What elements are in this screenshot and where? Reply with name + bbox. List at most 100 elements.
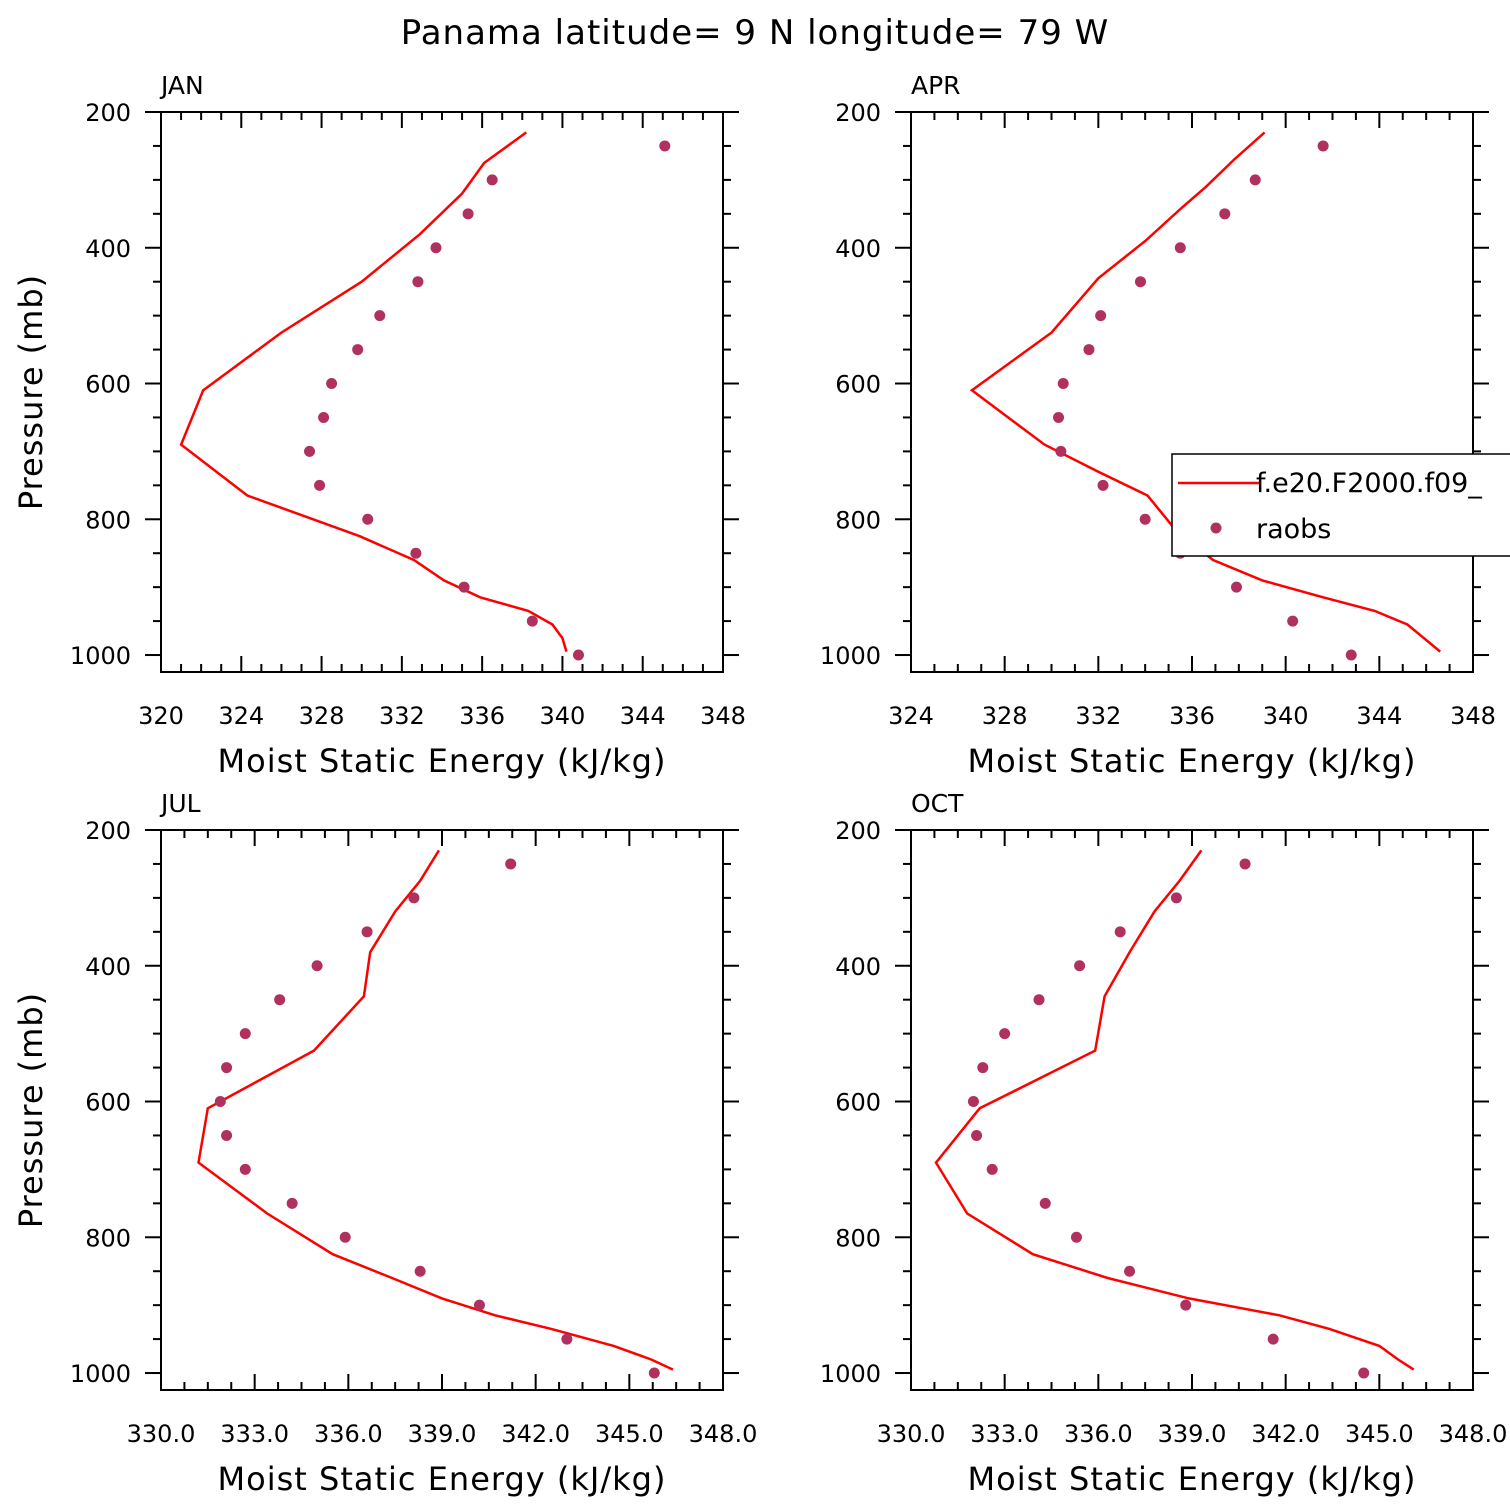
obs-point <box>486 174 498 186</box>
y-tick-label: 200 <box>835 817 881 845</box>
obs-point <box>1358 1367 1370 1379</box>
x-tick-label: 330.0 <box>877 1420 946 1448</box>
x-tick-label: 328 <box>982 702 1028 730</box>
panel-title: APR <box>911 71 961 100</box>
x-tick-label: 340 <box>1263 702 1309 730</box>
obs-point <box>304 445 316 457</box>
y-tick-label: 800 <box>835 1224 881 1252</box>
y-tick-label: 1000 <box>820 1360 881 1388</box>
y-tick-label: 400 <box>85 953 131 981</box>
obs-point <box>326 378 338 390</box>
plot-data <box>197 849 674 1379</box>
obs-point <box>977 1062 989 1074</box>
x-tick-label: 336.0 <box>314 1420 383 1448</box>
y-tick-label: 600 <box>835 1089 881 1117</box>
y-tick-label: 800 <box>835 506 881 534</box>
plot-data <box>969 131 1441 661</box>
legend-entry-obs: raobs <box>1256 514 1331 545</box>
obs-point <box>221 1062 233 1074</box>
obs-point <box>361 926 373 938</box>
obs-point <box>1083 344 1095 356</box>
obs-point <box>473 1299 485 1311</box>
obs-point <box>311 960 323 972</box>
plot-data <box>934 849 1415 1379</box>
obs-point <box>1033 994 1045 1006</box>
obs-point <box>572 649 584 661</box>
obs-point <box>318 411 330 423</box>
x-tick-label: 324 <box>888 702 934 730</box>
x-tick-label: 348 <box>700 702 746 730</box>
x-tick-label: 336 <box>1169 702 1215 730</box>
x-tick-label: 342.0 <box>501 1420 570 1448</box>
x-tick-label: 339.0 <box>408 1420 477 1448</box>
obs-point <box>1097 479 1109 491</box>
x-tick-label: 324 <box>218 702 264 730</box>
obs-point <box>374 310 386 322</box>
panel-title: OCT <box>911 789 964 818</box>
y-tick-label: 600 <box>85 371 131 399</box>
y-tick-label: 200 <box>835 99 881 127</box>
x-tick-label: 332 <box>379 702 425 730</box>
y-tick-label: 1000 <box>70 1360 131 1388</box>
obs-point <box>1219 208 1231 220</box>
y-tick-label: 600 <box>835 371 881 399</box>
obs-point <box>239 1163 251 1175</box>
x-tick-label: 342.0 <box>1251 1420 1320 1448</box>
obs-point <box>352 344 364 356</box>
x-tick-label: 336.0 <box>1064 1420 1133 1448</box>
x-tick-label: 344 <box>1356 702 1402 730</box>
legend-entry-model: f.e20.F2000.f09_ <box>1256 468 1482 499</box>
obs-point <box>239 1028 251 1040</box>
y-tick-label: 1000 <box>820 642 881 670</box>
obs-point <box>1057 378 1069 390</box>
x-tick-label: 332 <box>1075 702 1121 730</box>
plot-frame <box>160 111 724 673</box>
obs-point <box>986 1163 998 1175</box>
obs-point <box>412 276 424 288</box>
obs-point <box>967 1096 979 1108</box>
obs-point <box>1180 1299 1192 1311</box>
legend-box <box>1171 453 1510 557</box>
panel-title: JAN <box>159 71 204 100</box>
obs-point <box>1095 310 1107 322</box>
obs-point <box>1317 140 1329 152</box>
obs-point <box>1170 892 1182 904</box>
figure-title: Panama latitude= 9 N longitude= 79 W <box>401 13 1110 53</box>
obs-point <box>1124 1265 1136 1277</box>
panel-oct: OCT 330.0 333.0 336.0 339.0 342.0 345.0 348.0 20… <box>820 789 1507 1498</box>
obs-point <box>274 994 286 1006</box>
obs-point <box>410 547 422 559</box>
obs-point <box>999 1028 1011 1040</box>
x-tick-label: 333.0 <box>970 1420 1039 1448</box>
obs-point <box>430 242 442 254</box>
obs-point <box>408 892 420 904</box>
series-line-model <box>179 131 568 652</box>
x-tick-label: 348.0 <box>689 1420 758 1448</box>
obs-point <box>414 1265 426 1277</box>
obs-point <box>1239 858 1251 870</box>
y-tick-label: 1000 <box>70 642 131 670</box>
plot-frame <box>910 111 1474 673</box>
y-tick-label: 800 <box>85 506 131 534</box>
x-axis-label: Moist Static Energy (kJ/kg) <box>968 742 1417 780</box>
obs-point <box>1287 615 1299 627</box>
x-axis-label: Moist Static Energy (kJ/kg) <box>968 1460 1417 1498</box>
x-axis-label: Moist Static Energy (kJ/kg) <box>218 1460 667 1498</box>
obs-point <box>1114 926 1126 938</box>
obs-point <box>214 1096 226 1108</box>
x-tick-label: 345.0 <box>595 1420 664 1448</box>
x-tick-label: 344 <box>620 702 666 730</box>
panels-group: JAN 320 324 328 332 336 340 344 348 200 400 600 800 1… <box>12 71 1510 1498</box>
obs-point <box>1267 1333 1279 1345</box>
x-tick-label: 330.0 <box>127 1420 196 1448</box>
y-tick-label: 600 <box>85 1089 131 1117</box>
y-tick-label: 200 <box>85 99 131 127</box>
panel-apr: APR 324 328 332 336 340 344 348 200 400 600 800 1000… <box>820 71 1510 780</box>
y-tick-label: 400 <box>835 235 881 263</box>
obs-point <box>648 1367 660 1379</box>
x-tick-label: 336 <box>459 702 505 730</box>
y-tick-label: 800 <box>85 1224 131 1252</box>
x-tick-label: 333.0 <box>220 1420 289 1448</box>
panel-title: JUL <box>159 789 201 818</box>
